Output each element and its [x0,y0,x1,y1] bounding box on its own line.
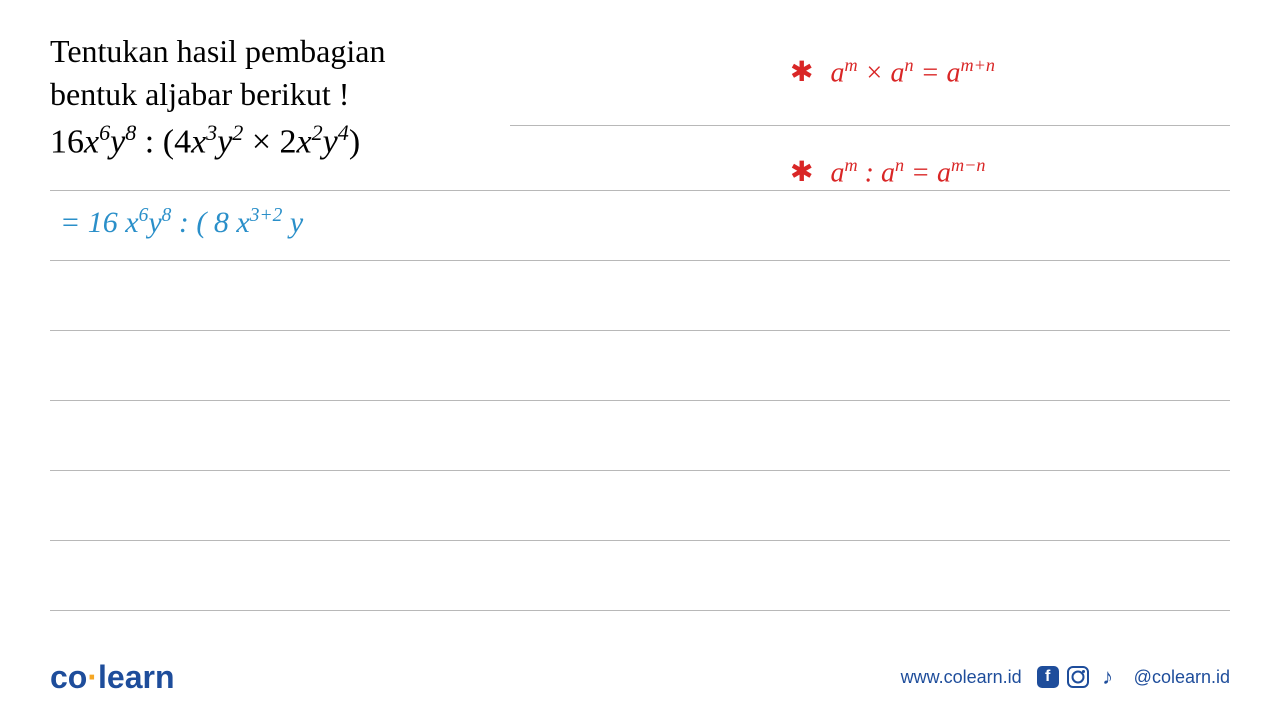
rule-line [50,330,1230,331]
math-expression: 16x6y8 : (4x3y2 × 2x2y4) [50,120,1230,161]
student-work: = 16 x6y8 : ( 8 x3+2 y [60,205,303,240]
logo-co: co [50,659,87,695]
website-url[interactable]: www.colearn.id [901,667,1022,688]
footer: co·learn www.colearn.id f ♪ @colearn.id [0,652,1280,702]
star-icon: ✱ [790,56,813,87]
tiktok-icon[interactable]: ♪ [1096,665,1120,689]
question-line1: Tentukan hasil pembagian [50,33,385,69]
star-icon: ✱ [790,156,813,187]
rule-line [50,400,1230,401]
rule-line [50,190,1230,191]
question-text: Tentukan hasil pembagian bentuk aljabar … [50,30,1230,116]
footer-right: www.colearn.id f ♪ @colearn.id [901,665,1230,689]
rule-line [50,610,1230,611]
rule-line [50,260,1230,261]
exponent-rule-divide: ✱ am : an = am−n [790,155,985,189]
social-icons: f ♪ [1036,665,1120,689]
content-area: Tentukan hasil pembagian bentuk aljabar … [0,0,1280,162]
logo: co·learn [50,659,174,696]
logo-learn: learn [98,659,174,695]
facebook-icon[interactable]: f [1036,665,1060,689]
rule-line [510,125,1230,126]
logo-dot: · [87,659,98,695]
social-handle[interactable]: @colearn.id [1134,667,1230,688]
instagram-icon[interactable] [1066,665,1090,689]
exponent-rule-multiply: ✱ am × an = am+n [790,55,995,89]
rule-line [50,470,1230,471]
rule-line [50,540,1230,541]
question-line2: bentuk aljabar berikut ! [50,76,349,112]
